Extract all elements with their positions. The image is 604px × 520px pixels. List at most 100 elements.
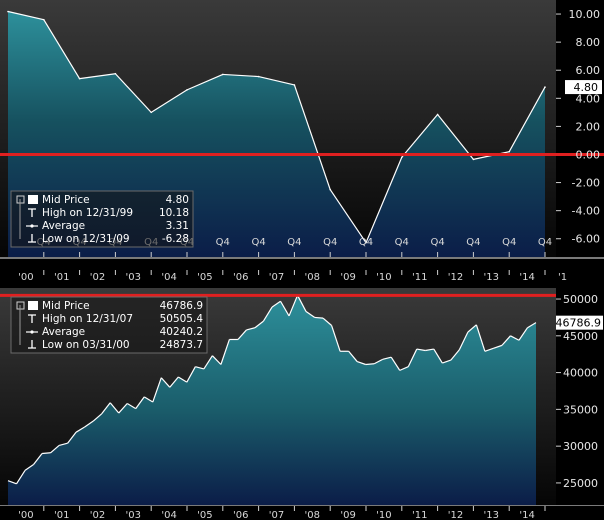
top-legend-label: High on 12/31/99 <box>42 207 133 219</box>
bottom-year-label: '10 <box>376 510 391 520</box>
bottom-series-line-segment <box>143 396 154 403</box>
bottom-ytick-label: 40000 <box>563 367 598 380</box>
top-series-line-segment <box>508 86 546 152</box>
bottom-series-line-segment <box>458 331 469 351</box>
bottom-series-line-segment <box>365 363 375 366</box>
bottom-series-line-segment <box>450 349 460 361</box>
top-series-line-segment <box>114 73 152 113</box>
bottom-series-line-segment <box>67 431 77 444</box>
bottom-year-label: '14 <box>519 510 534 520</box>
bottom-legend-label: Mid Price <box>42 300 90 312</box>
top-legend-swatch-icon <box>28 195 38 204</box>
top-data-point <box>78 77 81 80</box>
bottom-legend-label: High on 12/31/07 <box>42 313 133 325</box>
top-year-label: '03 <box>126 272 141 283</box>
bottom-area-fill <box>8 295 536 505</box>
bottom-legend-average-dot <box>30 330 34 334</box>
bottom-series-line-segment <box>314 316 324 319</box>
top-ytick-label: 8.00 <box>576 36 601 49</box>
top-year-label: '06 <box>233 272 248 283</box>
top-xtick-label: Q4 <box>323 237 337 248</box>
top-ytick-label: 4.00 <box>576 92 601 105</box>
bottom-series-line-segment <box>322 317 333 326</box>
top-ytick-label: -4.00 <box>572 205 600 218</box>
bottom-series-line-segment <box>279 300 290 317</box>
bottom-year-label: '02 <box>90 510 105 520</box>
bottom-legend-value: 40240.2 <box>160 326 203 338</box>
top-legend-label: Mid Price <box>42 194 90 206</box>
bottom-series-line-segment <box>246 327 256 331</box>
bottom-series-line-segment <box>169 376 179 388</box>
bottom-series-line-segment <box>126 402 137 410</box>
bottom-year-label: '08 <box>305 510 320 520</box>
top-bottom-border <box>0 257 604 259</box>
top-ytick-label: 10.00 <box>569 8 601 21</box>
bottom-series-line-segment <box>33 453 43 465</box>
top-year-label: '14 <box>519 272 534 283</box>
bottom-year-label: '03 <box>126 510 141 520</box>
top-year-label: '09 <box>340 272 355 283</box>
bottom-series-line-segment <box>356 360 366 366</box>
bottom-ytick-label: 30000 <box>563 440 598 453</box>
top-legend-value: -6.28 <box>162 233 189 245</box>
top-year-label: '13 <box>484 272 499 283</box>
top-data-point <box>472 158 475 161</box>
bottom-ytick-label: 35000 <box>563 403 598 416</box>
bottom-legend-value: 46786.9 <box>160 300 203 312</box>
top-legend-low-icon <box>28 234 36 243</box>
bottom-last-value-box <box>556 315 603 330</box>
top-legend-box <box>10 190 194 248</box>
top-legend-value: 4.80 <box>166 194 189 206</box>
bottom-series-line-segment <box>518 327 528 341</box>
bottom-series-line-segment <box>75 426 85 433</box>
bottom-year-label: '12 <box>448 510 463 520</box>
top-year-label: '04 <box>161 272 176 283</box>
bottom-series-line-segment <box>16 470 26 485</box>
bottom-series-line-segment <box>24 464 34 471</box>
bottom-series-line-segment <box>271 300 281 308</box>
top-year-label: '11 <box>412 272 427 283</box>
bottom-series-line-segment <box>50 444 60 454</box>
bottom-series-line-segment <box>109 402 120 414</box>
top-legend-label: Average <box>42 220 85 232</box>
bottom-legend-low-icon <box>28 340 36 349</box>
bottom-year-label: '04 <box>161 510 176 520</box>
bottom-series-line-segment <box>442 359 452 364</box>
top-series-line-segment <box>401 114 439 158</box>
top-ytick-label: -2.00 <box>572 177 600 190</box>
top-year-label: '01 <box>54 272 69 283</box>
bottom-series-line-segment <box>297 295 307 312</box>
top-year-label: '12 <box>448 272 463 283</box>
bottom-legend-value: 50505.4 <box>160 313 204 325</box>
bottom-series-line-segment <box>467 324 477 333</box>
bottom-series-line-segment <box>527 322 537 329</box>
top-data-point <box>401 156 403 159</box>
top-xtick-label: Q4 <box>216 237 230 248</box>
top-data-point <box>150 111 152 114</box>
bottom-year-label: '01 <box>54 510 69 520</box>
top-series-line-segment <box>150 89 188 113</box>
bottom-series-line-segment <box>211 355 222 365</box>
bottom-year-label: '09 <box>340 510 355 520</box>
top-year-label: '08 <box>305 272 320 283</box>
bottom-legend-swatch-icon <box>28 301 38 310</box>
bottom-series-line-segment <box>254 320 264 329</box>
top-series-line-segment <box>329 189 367 244</box>
bottom-series-line-segment <box>92 413 103 422</box>
top-legend-value: 3.31 <box>166 220 189 232</box>
top-data-point <box>293 84 296 86</box>
bottom-series-line-segment <box>203 355 213 370</box>
bottom-series-line-segment <box>7 480 17 485</box>
bottom-series-line-segment <box>390 356 401 371</box>
top-year-label: '05 <box>197 272 212 283</box>
bottom-ytick-label: 50000 <box>563 293 598 306</box>
top-xtick-label: Q4 <box>430 237 444 248</box>
bottom-series-line-segment <box>42 452 51 455</box>
top-data-point <box>436 113 439 116</box>
bottom-legend-box <box>10 296 208 354</box>
bottom-series-line-segment <box>510 335 520 341</box>
top-xtick-label: Q4 <box>359 237 373 248</box>
bottom-year-label: '11 <box>412 510 427 520</box>
bottom-series-line-segment <box>484 347 494 352</box>
